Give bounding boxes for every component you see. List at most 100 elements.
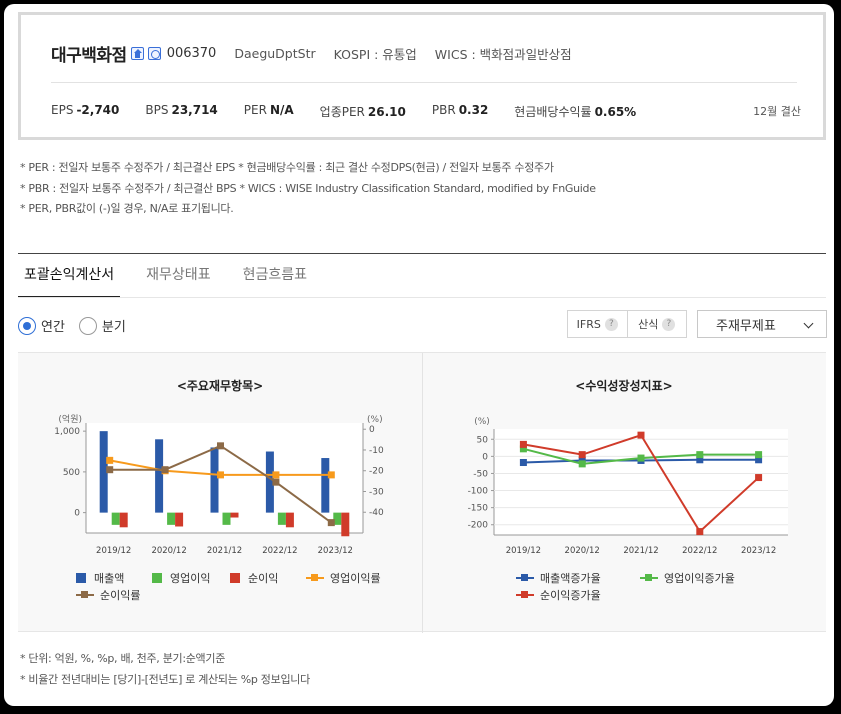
metric-industry-per: 업종PER 26.10 bbox=[319, 105, 406, 119]
header-notes: * PER : 전일자 보통주 수정주가 / 최근결산 EPS * 현금배당수익… bbox=[20, 158, 596, 220]
tab-cash-flow[interactable]: 현금흐름표 bbox=[242, 267, 307, 283]
legend-sales-growth[interactable]: 매출액증가율 bbox=[516, 570, 601, 586]
stock-code: 006370 bbox=[166, 46, 217, 61]
legend-op-income-growth[interactable]: 영업이익증가율 bbox=[640, 570, 735, 586]
point-net-income-growth bbox=[578, 451, 586, 459]
wics-sector: WICS : 백화점과일반상점 bbox=[434, 47, 572, 62]
legend-op-margin[interactable]: 영업이익률 bbox=[306, 570, 381, 586]
chart-title-growth: <수익성장성지표> bbox=[575, 379, 673, 393]
x-tick-label: 2022/12 bbox=[262, 546, 297, 556]
metric-bps: BPS 23,714 bbox=[145, 103, 218, 117]
radio-quarter-label[interactable]: 분기 bbox=[101, 320, 126, 335]
bar-net-income bbox=[285, 512, 294, 528]
footnotes: * 단위: 억원, %, %p, 배, 천주, 분기:순액기준 * 비율간 전년… bbox=[20, 648, 310, 690]
right-tick-label: -30 bbox=[369, 487, 384, 497]
left-tick-label: 1,000 bbox=[54, 427, 80, 437]
bar-sales bbox=[321, 458, 330, 513]
x-tick-label: 2021/12 bbox=[623, 546, 658, 556]
right-tick-label: 0 bbox=[369, 425, 375, 435]
x-tick-label: 2019/12 bbox=[96, 546, 131, 556]
growth-chart: (%) 50 0 -50 -100 -150 -200 2019/12 2020/12 2021/… bbox=[468, 417, 788, 556]
statement-select[interactable]: 주재무제표 bbox=[697, 310, 827, 338]
legend-sales[interactable]: 매출액 bbox=[76, 570, 124, 586]
legend-swatch bbox=[152, 573, 162, 583]
metric-eps: EPS -2,740 bbox=[51, 103, 120, 117]
legend-swatch bbox=[516, 573, 534, 583]
x-tick-label: 2020/12 bbox=[565, 546, 600, 556]
company-header: 대구백화점 006370 DaeguDptStr KOSPI : 유통업 WIC… bbox=[18, 12, 826, 140]
legend-op-income[interactable]: 영업이익 bbox=[152, 570, 210, 586]
point-net-margin bbox=[327, 519, 335, 527]
point-op-margin bbox=[217, 471, 224, 479]
point-op-margin bbox=[272, 471, 280, 479]
metric-pbr: PBR 0.32 bbox=[431, 103, 489, 117]
y-tick-label: -100 bbox=[468, 487, 489, 497]
home-icon[interactable] bbox=[130, 47, 144, 60]
bar-sales bbox=[99, 431, 108, 513]
chart-title-financials: <주요재무항목> bbox=[176, 379, 264, 393]
point-op-margin bbox=[106, 456, 114, 464]
footnote-line: * 단위: 억원, %, %p, 배, 천주, 분기:순액기준 bbox=[20, 652, 226, 665]
x-tick-label: 2021/12 bbox=[207, 546, 242, 556]
point-net-income-growth bbox=[755, 474, 763, 482]
english-name: DaeguDptStr bbox=[234, 46, 316, 61]
point-sales-growth bbox=[519, 459, 527, 467]
legend-net-margin[interactable]: 순이익률 bbox=[76, 587, 140, 603]
header-divider bbox=[51, 82, 797, 83]
note-line: * PER : 전일자 보통주 수정주가 / 최근결산 EPS * 현금배당수익… bbox=[20, 161, 554, 174]
point-net-income-growth bbox=[519, 440, 527, 448]
bar-op-income bbox=[167, 512, 176, 525]
chevron-down-icon bbox=[803, 318, 814, 329]
financials-chart: (억원) (%) 1,000 500 0 0 -10 -20 -30 -40 2019/12 2020… bbox=[54, 413, 384, 556]
left-axis-unit: (억원) bbox=[58, 413, 82, 425]
x-tick-label: 2022/12 bbox=[682, 546, 717, 556]
ir-icon[interactable] bbox=[147, 47, 161, 60]
radio-annual-label[interactable]: 연간 bbox=[41, 320, 65, 335]
tab-balance-sheet[interactable]: 재무상태표 bbox=[146, 267, 211, 283]
plot-area bbox=[494, 429, 788, 535]
legend-swatch bbox=[640, 573, 658, 583]
bar-op-income bbox=[111, 512, 120, 525]
point-sales-growth bbox=[755, 456, 763, 464]
point-net-margin bbox=[272, 478, 280, 486]
legend-net-income-growth[interactable]: 순이익증가율 bbox=[516, 587, 601, 603]
metric-per: PER N/A bbox=[243, 103, 294, 117]
legend-swatch bbox=[76, 573, 86, 583]
bar-sales bbox=[265, 451, 274, 513]
bar-op-income bbox=[333, 512, 342, 525]
bar-op-income bbox=[277, 512, 286, 525]
title-row: 대구백화점 006370 DaeguDptStr KOSPI : 유통업 WIC… bbox=[51, 41, 572, 66]
tab-income-statement[interactable]: 포괄손익계산서 bbox=[18, 262, 121, 298]
statement-select-value: 주재무제표 bbox=[716, 318, 776, 334]
radio-quarter[interactable] bbox=[78, 316, 97, 335]
y-tick-label: 50 bbox=[477, 435, 489, 445]
right-tick-label: -40 bbox=[369, 508, 384, 518]
point-net-margin bbox=[106, 466, 114, 474]
point-net-margin bbox=[217, 442, 224, 450]
y-axis-unit: (%) bbox=[474, 417, 490, 427]
help-icon[interactable]: ? bbox=[662, 317, 676, 331]
x-tick-label: 2023/12 bbox=[741, 546, 776, 556]
statement-tabs: 포괄손익계산서 재무상태표 현금흐름표 bbox=[18, 262, 333, 298]
legend-net-income[interactable]: 순이익 bbox=[230, 570, 278, 586]
point-net-margin bbox=[161, 466, 169, 474]
market-sector: KOSPI : 유통업 bbox=[333, 47, 417, 62]
y-tick-label: -200 bbox=[468, 521, 489, 531]
ifrs-button[interactable]: IFRS? bbox=[568, 317, 627, 331]
bar-op-income bbox=[222, 512, 231, 525]
x-tick-label: 2023/12 bbox=[318, 546, 353, 556]
point-op-margin bbox=[327, 471, 335, 479]
bar-net-income bbox=[230, 512, 239, 518]
point-op-income-growth bbox=[637, 454, 645, 462]
legend-swatch bbox=[306, 573, 324, 583]
y-tick-label: -150 bbox=[468, 504, 489, 514]
radio-annual[interactable] bbox=[18, 316, 36, 335]
metrics-row: EPS -2,740 BPS 23,714 PER N/A 업종PER 26.10 PB… bbox=[51, 103, 662, 120]
bar-sales bbox=[210, 447, 219, 513]
formula-button[interactable]: 산식? bbox=[626, 311, 687, 337]
metric-dividend-yield: 현금배당수익률 0.65% bbox=[514, 105, 637, 119]
point-op-income-growth bbox=[519, 445, 527, 453]
help-icon[interactable]: ? bbox=[604, 317, 618, 331]
bar-net-income bbox=[341, 512, 350, 537]
point-net-income-growth bbox=[696, 528, 704, 536]
